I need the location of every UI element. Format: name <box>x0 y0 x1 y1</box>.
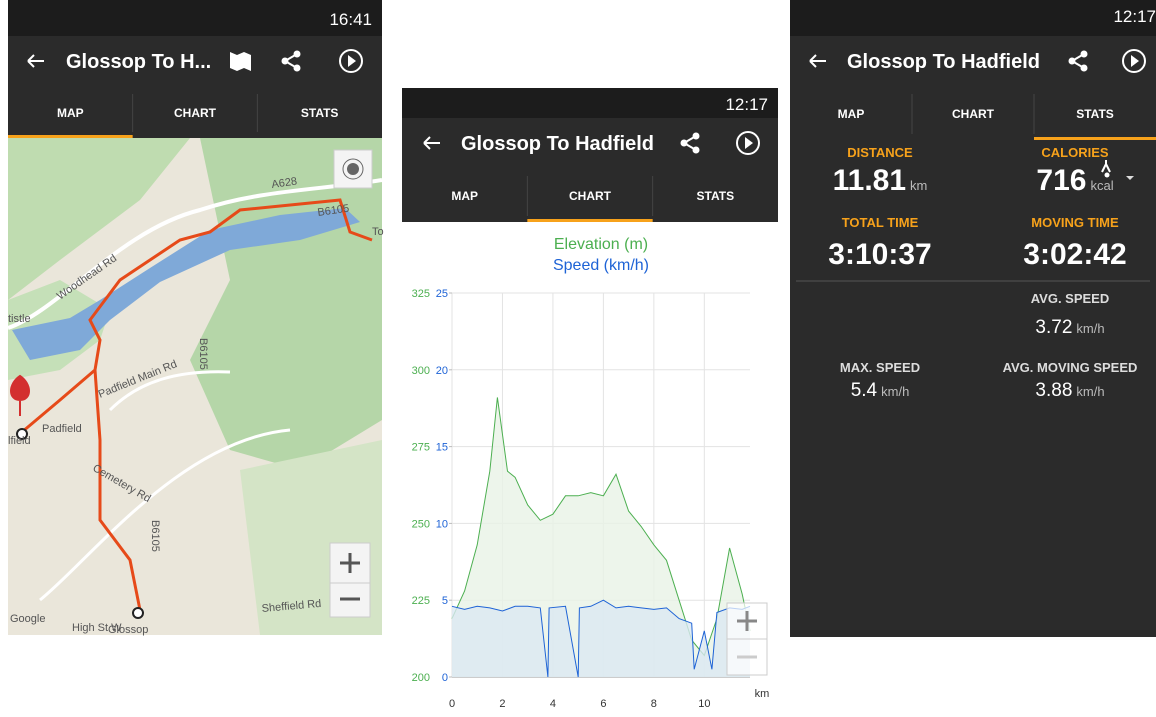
tab[interactable]: CHART <box>952 107 995 121</box>
stat-label: TOTAL TIME <box>842 215 919 230</box>
y2-tick-label: 5 <box>442 595 448 607</box>
y2-tick-label: 25 <box>436 288 448 300</box>
x-tick-label: 8 <box>651 698 657 710</box>
stat-number: 3:10:37 <box>828 238 931 271</box>
map-label: Padfield <box>42 423 82 435</box>
status-bar <box>790 0 1156 36</box>
y2-tick-label: 15 <box>436 442 448 454</box>
x-tick-label: 10 <box>698 698 710 710</box>
locate-button[interactable] <box>334 150 372 188</box>
stat-label: DISTANCE <box>847 145 913 160</box>
stat-label: AVG. SPEED <box>1031 291 1110 306</box>
status-time: 12:17 <box>725 95 768 114</box>
legend-entry: Speed (km/h) <box>553 257 649 274</box>
stat-number: 3.72 <box>1035 317 1072 338</box>
screenshot: 16:41 Glossop To H... MAPCHARTSTATS A628… <box>0 0 1156 712</box>
status-bar <box>8 0 382 36</box>
legend-entry: Elevation (m) <box>554 236 648 253</box>
stat-label: AVG. MOVING SPEED <box>1003 360 1138 375</box>
tab[interactable]: STATS <box>697 189 735 203</box>
tab-indicator <box>8 135 133 138</box>
stat-value: 3:02:42 <box>1023 238 1126 271</box>
zoom-in[interactable] <box>330 543 370 583</box>
zoom-out[interactable] <box>330 583 370 617</box>
x-tick-label: 2 <box>499 698 505 710</box>
tab[interactable]: CHART <box>174 106 217 120</box>
tab[interactable]: STATS <box>301 106 339 120</box>
title: Glossop To Hadfield <box>461 133 654 155</box>
map-label: lfield <box>8 435 31 447</box>
stat-unit: km/h <box>881 384 909 399</box>
y-tick-label: 250 <box>412 518 430 530</box>
y-tick-label: 200 <box>412 672 430 684</box>
map-label: tistle <box>8 313 31 325</box>
title: Glossop To H... <box>66 51 211 73</box>
stat-number: 3.88 <box>1035 380 1072 401</box>
x-axis-label: km <box>755 688 770 700</box>
y2-tick-label: 20 <box>436 365 448 377</box>
stat-label: CALORIES <box>1041 145 1109 160</box>
status-bar <box>402 88 778 118</box>
y2-tick-label: 0 <box>442 672 448 684</box>
x-tick-label: 4 <box>550 698 556 710</box>
tab-indicator <box>1034 137 1156 140</box>
stat-value: 3.72 km/h <box>1035 317 1104 338</box>
stat-number: 716 <box>1036 164 1086 197</box>
stat-number: 11.81 <box>833 164 906 197</box>
zoom-in[interactable] <box>727 603 767 639</box>
stat-value: 3:10:37 <box>828 238 931 271</box>
end-point <box>133 608 143 618</box>
tab[interactable]: MAP <box>838 107 865 121</box>
y2-tick-label: 10 <box>436 518 448 530</box>
stat-unit: kcal <box>1090 178 1113 193</box>
y-tick-label: 225 <box>412 595 430 607</box>
map-label: To <box>372 226 384 238</box>
x-tick-label: 6 <box>600 698 606 710</box>
map-label: High St W <box>72 622 122 634</box>
map-label: B6105 <box>197 338 209 370</box>
stat-label: MOVING TIME <box>1031 215 1119 230</box>
status-time: 12:17 <box>1113 7 1156 26</box>
status-time: 16:41 <box>329 10 372 29</box>
zoom-out[interactable] <box>727 639 767 675</box>
title: Glossop To Hadfield <box>847 51 1040 73</box>
map-label: Google <box>10 613 45 625</box>
stat-label: MAX. SPEED <box>840 360 920 375</box>
tab[interactable]: MAP <box>451 189 478 203</box>
tab[interactable]: MAP <box>57 106 84 120</box>
map-label: B6105 <box>149 520 161 552</box>
tab-indicator <box>527 219 652 222</box>
y-tick-label: 275 <box>412 442 430 454</box>
y-tick-label: 300 <box>412 365 430 377</box>
stat-number: 5.4 <box>851 380 878 401</box>
map-button[interactable] <box>230 52 251 71</box>
tab[interactable]: CHART <box>569 189 612 203</box>
stat-unit: km <box>910 178 927 193</box>
stat-value: 3.88 km/h <box>1035 380 1104 401</box>
y-tick-label: 325 <box>412 288 430 300</box>
stat-unit: km/h <box>1076 321 1104 336</box>
stat-unit: km/h <box>1076 384 1104 399</box>
stat-number: 3:02:42 <box>1023 238 1126 271</box>
x-tick-label: 0 <box>449 698 455 710</box>
tab[interactable]: STATS <box>1076 107 1114 121</box>
